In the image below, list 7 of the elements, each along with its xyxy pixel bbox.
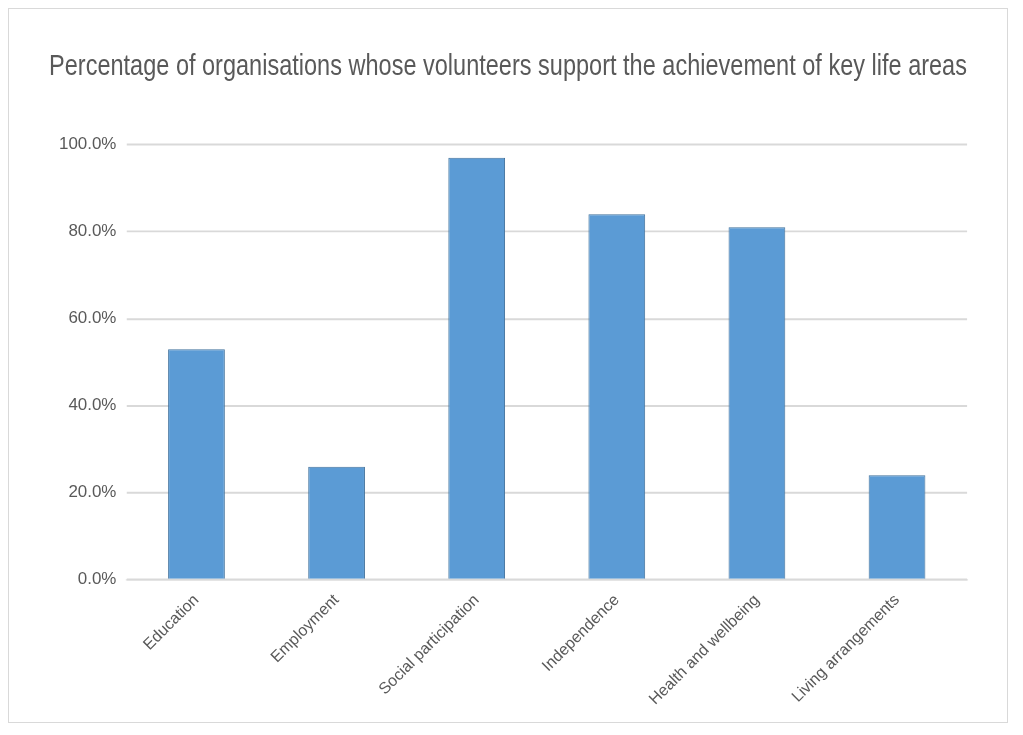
chart-title: Percentage of organisations whose volunteers support the achievement of key life areas — [49, 48, 967, 82]
y-tick-label: 20.0% — [68, 482, 117, 502]
y-tick-label: 100.0% — [58, 134, 117, 154]
y-tick-label: 60.0% — [68, 308, 117, 328]
y-tick-label: 80.0% — [68, 221, 117, 241]
y-tick-label: 40.0% — [68, 395, 117, 415]
y-tick-label: 0.0% — [77, 569, 117, 589]
